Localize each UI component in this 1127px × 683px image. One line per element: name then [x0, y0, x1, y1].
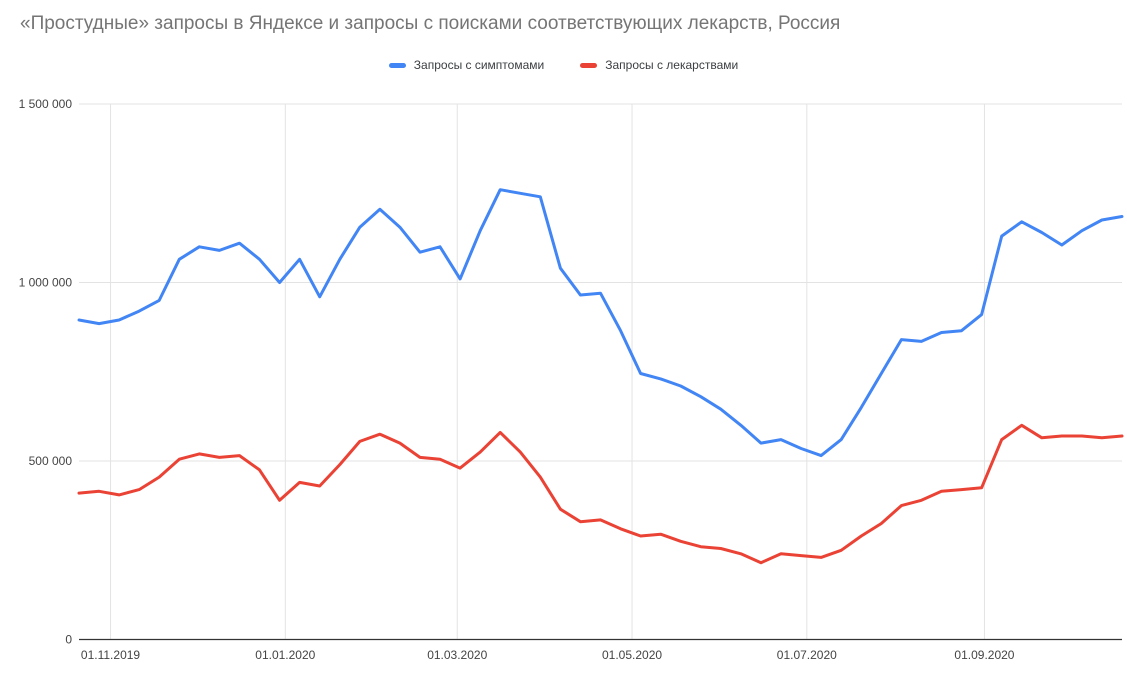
legend-item-medicines: Запросы с лекарствами	[580, 58, 738, 72]
x-axis-tick-label: 01.05.2020	[602, 648, 662, 662]
y-axis-tick-label: 0	[65, 633, 72, 647]
x-axis-tick-label: 01.09.2020	[954, 648, 1014, 662]
legend-item-symptoms: Запросы с симптомами	[388, 58, 545, 72]
y-axis-tick-label: 1 000 000	[19, 276, 73, 290]
chart-legend: Запросы с симптомами Запросы с лекарства…	[0, 58, 1127, 72]
x-axis-tick-label: 01.03.2020	[427, 648, 487, 662]
y-axis-tick-label: 1 500 000	[19, 97, 73, 111]
legend-swatch-symptoms-icon	[388, 62, 406, 68]
series-line-symptoms	[77, 188, 1124, 458]
x-axis-tick-label: 01.07.2020	[777, 648, 837, 662]
chart-title: «Простудные» запросы в Яндексе и запросы…	[20, 13, 841, 34]
legend-label-medicines: Запросы с лекарствами	[605, 58, 739, 72]
series-line-medicines	[77, 423, 1124, 565]
y-axis-tick-label: 500 000	[29, 454, 73, 468]
x-axis-tick-label: 01.01.2020	[255, 648, 315, 662]
x-axis-tick-label: 01.11.2019	[81, 648, 140, 662]
legend-label-symptoms: Запросы с симптомами	[413, 58, 545, 72]
legend-swatch-medicines-icon	[580, 62, 598, 68]
